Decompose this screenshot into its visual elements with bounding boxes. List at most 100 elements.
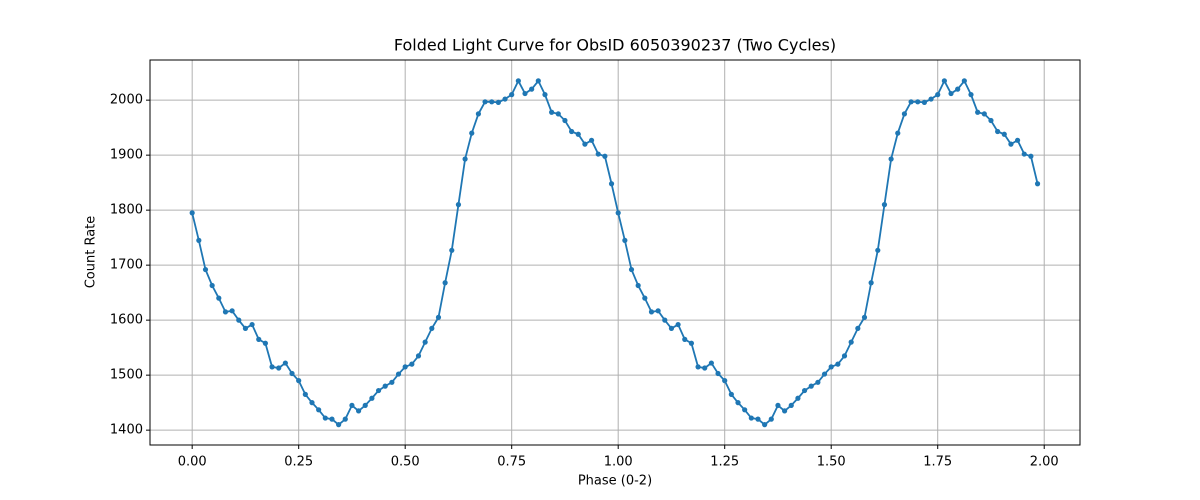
data-point xyxy=(555,111,561,117)
data-point xyxy=(269,364,275,370)
data-point xyxy=(462,156,468,162)
data-point xyxy=(648,309,655,315)
data-point xyxy=(821,371,828,377)
y-axis-label: Count Rate xyxy=(84,216,99,289)
data-point xyxy=(282,360,288,366)
data-point xyxy=(895,130,901,136)
data-point xyxy=(302,391,308,397)
data-point xyxy=(841,353,848,359)
data-point xyxy=(535,78,541,84)
data-point xyxy=(688,340,695,346)
data-point xyxy=(588,137,595,143)
data-point xyxy=(861,314,868,320)
data-point xyxy=(395,371,402,377)
data-point xyxy=(349,402,355,408)
data-point xyxy=(189,210,195,216)
x-tick-label: 1.00 xyxy=(604,455,633,470)
data-point xyxy=(948,90,954,97)
data-point xyxy=(728,391,734,397)
data-point xyxy=(1001,131,1007,137)
data-point xyxy=(622,237,628,243)
data-point xyxy=(442,280,448,286)
data-point xyxy=(615,210,621,216)
data-point xyxy=(336,422,342,428)
y-tick-label: 1900 xyxy=(110,148,143,163)
data-line xyxy=(191,78,1039,426)
data-point xyxy=(316,407,322,413)
y-tick-label: 1800 xyxy=(110,203,143,218)
data-point xyxy=(409,361,415,367)
data-point xyxy=(602,153,608,159)
data-point xyxy=(655,308,661,314)
data-point xyxy=(722,378,728,384)
data-point xyxy=(402,364,408,370)
y-tick-label: 1700 xyxy=(110,258,143,273)
data-point xyxy=(469,130,475,136)
data-point xyxy=(489,99,495,105)
data-point xyxy=(675,321,681,328)
data-point xyxy=(202,266,209,273)
data-point xyxy=(575,131,581,137)
data-point xyxy=(422,339,428,345)
data-point xyxy=(222,309,229,315)
data-point xyxy=(229,308,235,314)
data-point xyxy=(708,360,714,366)
data-point xyxy=(901,111,908,117)
data-point xyxy=(509,92,515,98)
data-point xyxy=(529,86,535,92)
data-point xyxy=(668,325,675,331)
data-point xyxy=(289,370,295,377)
data-point xyxy=(915,99,921,105)
x-tick-label: 1.50 xyxy=(817,455,846,470)
data-point xyxy=(975,109,981,115)
data-point xyxy=(742,407,748,413)
data-point xyxy=(296,378,302,384)
data-point xyxy=(795,395,801,401)
data-point xyxy=(695,364,701,370)
data-point xyxy=(955,86,961,92)
data-point xyxy=(435,314,442,320)
data-point xyxy=(988,117,994,124)
data-point xyxy=(782,408,788,414)
data-point xyxy=(256,336,262,342)
data-point xyxy=(262,340,268,346)
data-point xyxy=(355,408,362,414)
data-point xyxy=(216,295,222,301)
data-point xyxy=(981,111,987,117)
data-point xyxy=(921,99,927,105)
data-point xyxy=(582,141,588,147)
data-point xyxy=(522,90,528,97)
y-tick-label: 1400 xyxy=(110,423,143,438)
x-tick-label: 0.50 xyxy=(391,455,420,470)
data-point xyxy=(868,280,874,286)
x-tick-label: 0.00 xyxy=(178,455,207,470)
x-tick-label: 1.25 xyxy=(710,455,739,470)
data-point xyxy=(968,92,974,98)
data-point xyxy=(502,96,508,102)
data-point xyxy=(608,181,615,187)
x-tick-label: 0.75 xyxy=(497,455,526,470)
data-point xyxy=(382,383,388,389)
y-tick-label: 1500 xyxy=(110,368,143,383)
data-point xyxy=(762,422,768,428)
data-point xyxy=(628,266,635,273)
data-point xyxy=(455,202,462,208)
data-point xyxy=(1014,137,1021,143)
data-point xyxy=(848,339,854,345)
data-point xyxy=(748,415,754,421)
data-point xyxy=(322,415,328,421)
data-point xyxy=(495,99,501,105)
x-tick-label: 1.75 xyxy=(923,455,952,470)
data-point xyxy=(635,282,641,289)
data-point xyxy=(429,325,435,331)
data-point xyxy=(735,400,741,406)
data-point xyxy=(935,92,941,98)
x-tick-label: 0.25 xyxy=(284,455,313,470)
data-point xyxy=(415,353,422,359)
data-point xyxy=(662,317,668,323)
data-point xyxy=(875,247,881,253)
data-point xyxy=(249,321,255,328)
data-point xyxy=(342,416,348,422)
data-point xyxy=(329,416,335,422)
